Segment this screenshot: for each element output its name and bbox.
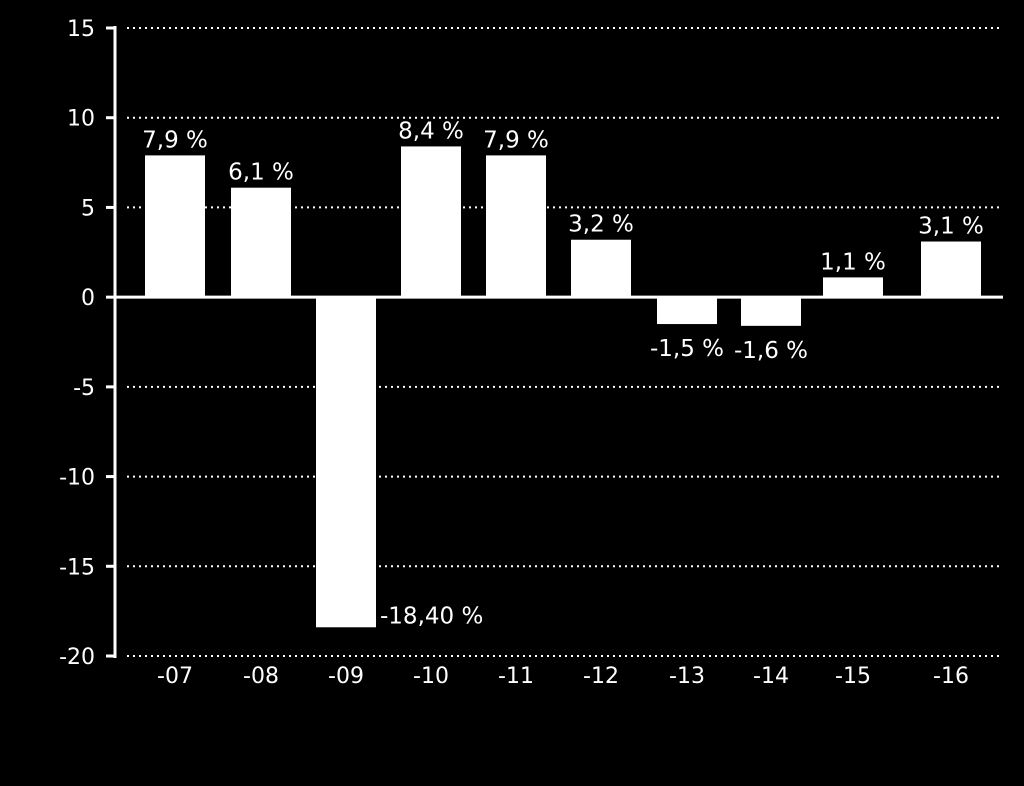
data-label: 7,9 % xyxy=(483,127,549,153)
bar xyxy=(145,155,205,298)
x-tick-label: -07 xyxy=(157,664,193,689)
bar xyxy=(921,241,981,298)
data-label: -18,40 % xyxy=(380,603,483,629)
y-tick-label: -10 xyxy=(59,466,95,491)
data-label: 6,1 % xyxy=(228,160,294,186)
y-tick-label: -20 xyxy=(59,645,95,670)
y-tick-label: 0 xyxy=(81,286,95,311)
bar xyxy=(231,187,291,298)
data-label: 1,1 % xyxy=(820,249,886,275)
y-tick-label: 15 xyxy=(67,17,95,42)
data-label: -1,6 % xyxy=(734,338,808,364)
bar xyxy=(486,155,546,298)
bar xyxy=(571,239,631,298)
x-tick-label: -12 xyxy=(583,664,619,689)
y-tick-label: 5 xyxy=(81,196,95,221)
x-tick-label: -15 xyxy=(835,664,871,689)
y-tick-label: -15 xyxy=(59,555,95,580)
bars xyxy=(145,146,981,628)
bar xyxy=(316,297,376,628)
bar xyxy=(823,277,883,298)
bar xyxy=(401,146,461,298)
data-label: 8,4 % xyxy=(398,118,464,144)
x-tick-label: -14 xyxy=(753,664,789,689)
data-label: 7,9 % xyxy=(142,127,208,153)
y-tick-label: 10 xyxy=(67,107,95,132)
x-tick-label: -16 xyxy=(933,664,969,689)
data-labels: 7,9 % 6,1 % -18,40 % 8,4 % 7,9 % 3,2 % -1,5 % -… xyxy=(142,118,984,629)
x-tick-label: -10 xyxy=(413,664,449,689)
y-tick-label: -5 xyxy=(73,376,95,401)
data-label: -1,5 % xyxy=(650,336,724,362)
axes xyxy=(113,26,1003,658)
x-tick-label: -11 xyxy=(498,664,534,689)
data-label: 3,1 % xyxy=(918,214,984,240)
bar xyxy=(657,297,717,325)
x-tick-label: -08 xyxy=(243,664,279,689)
gridlines xyxy=(127,27,1003,657)
x-tick-label: -13 xyxy=(669,664,705,689)
data-label: 3,2 % xyxy=(568,212,634,238)
y-axis-ticks: 15 10 5 0 -5 -10 -15 -20 xyxy=(59,17,115,670)
bar xyxy=(741,297,801,326)
x-tick-label: -09 xyxy=(328,664,364,689)
x-axis-ticks: -07 -08 -09 -10 -11 -12 -13 -14 -15 -16 xyxy=(157,664,969,689)
